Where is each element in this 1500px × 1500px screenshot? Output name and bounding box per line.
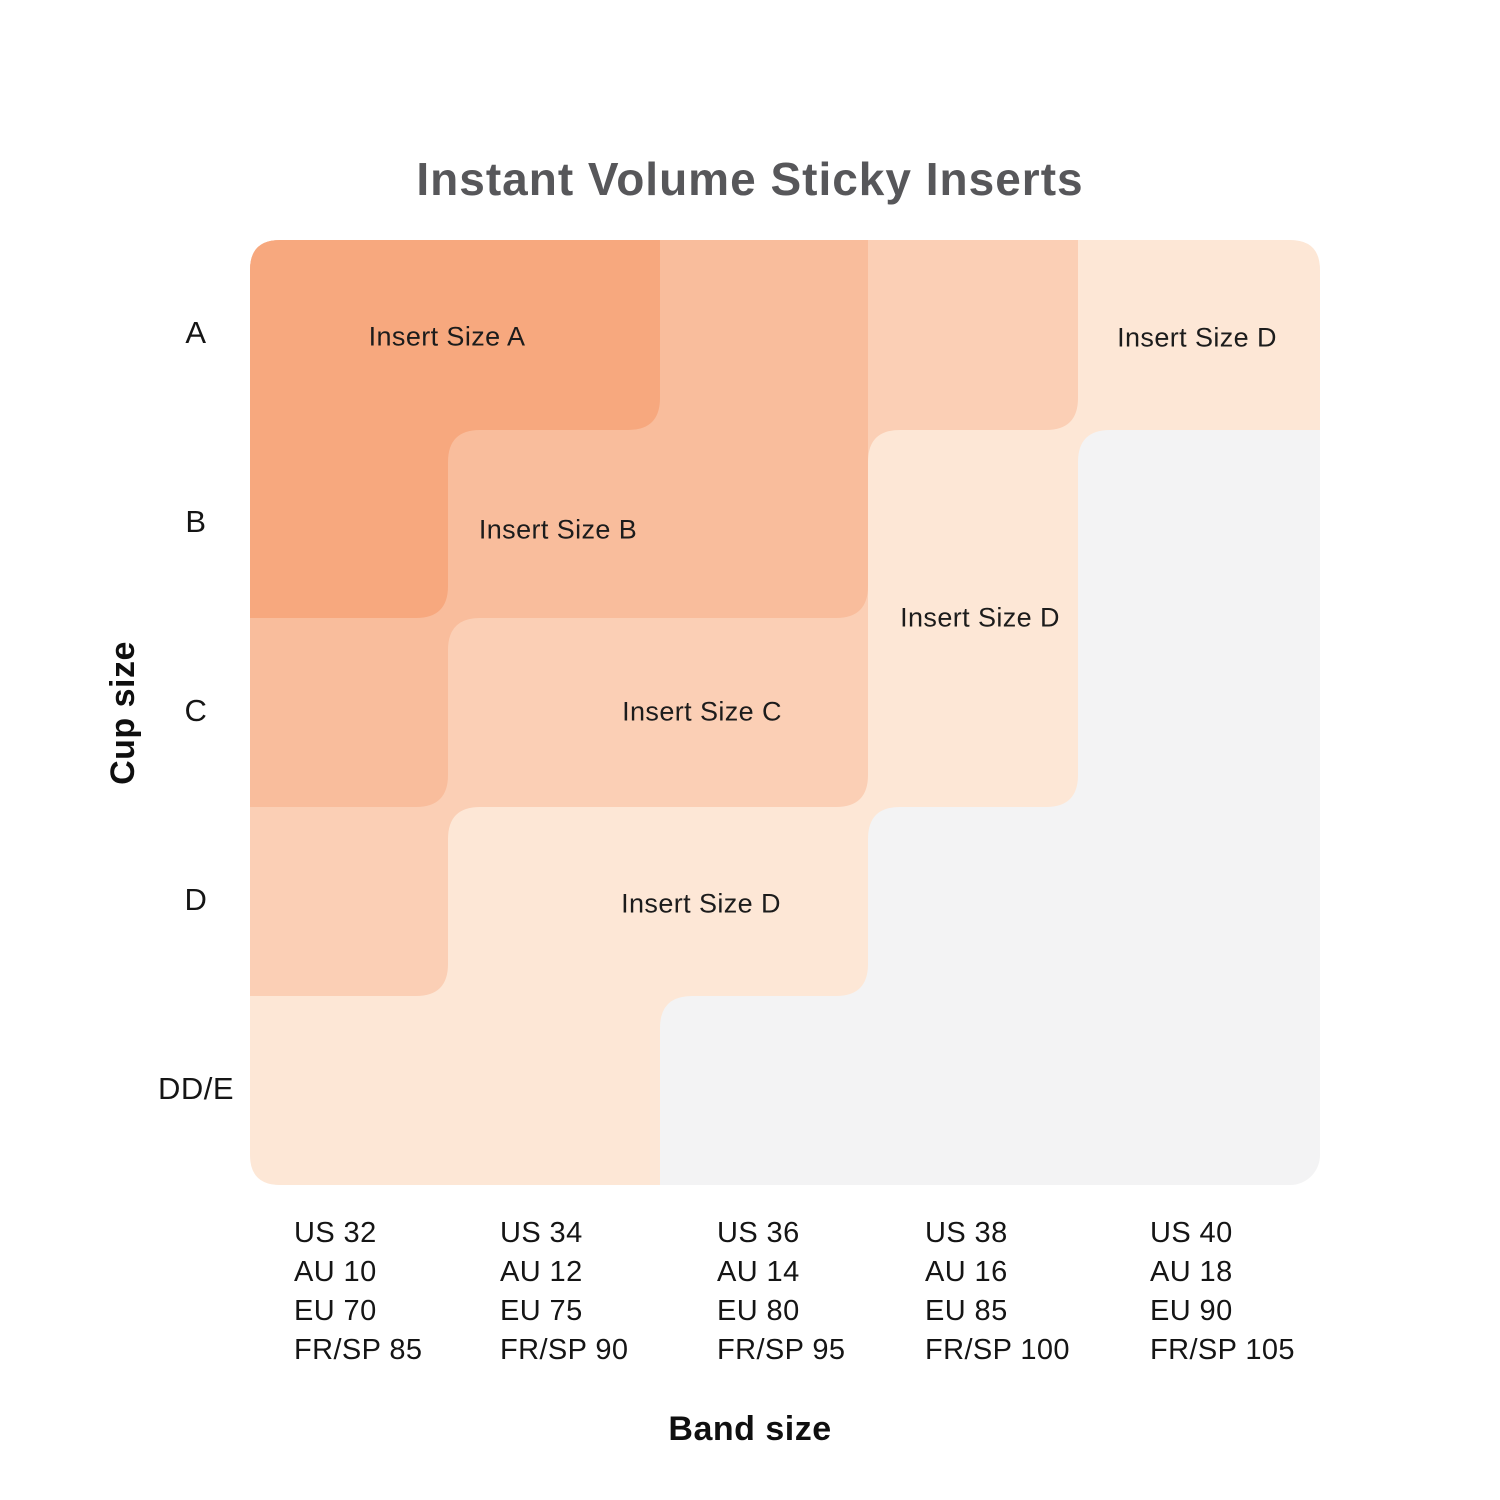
x-tick-au: AU 12 bbox=[500, 1256, 583, 1288]
x-tick-eu: EU 75 bbox=[500, 1295, 583, 1327]
y-tick-a: A bbox=[185, 315, 207, 350]
x-tick-eu: EU 70 bbox=[294, 1295, 377, 1327]
x-tick-frsp: FR/SP 95 bbox=[717, 1334, 846, 1366]
x-tick-au: AU 14 bbox=[717, 1256, 800, 1288]
region-insert-a bbox=[250, 240, 660, 618]
x-tick-us: US 38 bbox=[925, 1217, 1008, 1249]
x-tick-frsp: FR/SP 105 bbox=[1150, 1334, 1295, 1366]
x-tick-group-36: US 36 AU 14 EU 80 FR/SP 95 bbox=[717, 1214, 845, 1370]
region-label-insert-c: Insert Size C bbox=[622, 696, 782, 727]
region-label-insert-d-top-right: Insert Size D bbox=[1117, 322, 1277, 353]
y-tick-c: C bbox=[184, 693, 208, 728]
x-tick-us: US 40 bbox=[1150, 1217, 1233, 1249]
x-tick-group-34: US 34 AU 12 EU 75 FR/SP 90 bbox=[500, 1214, 628, 1370]
x-tick-us: US 32 bbox=[294, 1217, 377, 1249]
x-tick-us: US 36 bbox=[717, 1217, 800, 1249]
y-tick-b: B bbox=[185, 504, 207, 539]
x-tick-au: AU 18 bbox=[1150, 1256, 1233, 1288]
x-tick-au: AU 10 bbox=[294, 1256, 377, 1288]
x-tick-eu: EU 85 bbox=[925, 1295, 1008, 1327]
page-title: Instant Volume Sticky Inserts bbox=[416, 153, 1084, 205]
x-tick-group-40: US 40 AU 18 EU 90 FR/SP 105 bbox=[1150, 1214, 1295, 1370]
x-tick-group-32: US 32 AU 10 EU 70 FR/SP 85 bbox=[294, 1214, 422, 1370]
x-axis-title: Band size bbox=[668, 1410, 832, 1448]
x-tick-au: AU 16 bbox=[925, 1256, 1008, 1288]
x-tick-us: US 34 bbox=[500, 1217, 583, 1249]
y-tick-dd-e: DD/E bbox=[157, 1071, 235, 1106]
x-tick-frsp: FR/SP 90 bbox=[500, 1334, 629, 1366]
region-label-insert-d-middle: Insert Size D bbox=[900, 602, 1060, 633]
x-tick-group-38: US 38 AU 16 EU 85 FR/SP 100 bbox=[925, 1214, 1070, 1370]
region-label-insert-d-bottom: Insert Size D bbox=[621, 888, 781, 919]
x-tick-eu: EU 80 bbox=[717, 1295, 800, 1327]
region-label-insert-a: Insert Size A bbox=[368, 321, 526, 352]
x-tick-frsp: FR/SP 85 bbox=[294, 1334, 423, 1366]
x-tick-frsp: FR/SP 100 bbox=[925, 1334, 1070, 1366]
region-label-insert-b: Insert Size B bbox=[478, 514, 638, 545]
y-tick-d: D bbox=[184, 882, 208, 917]
x-tick-eu: EU 90 bbox=[1150, 1295, 1233, 1327]
